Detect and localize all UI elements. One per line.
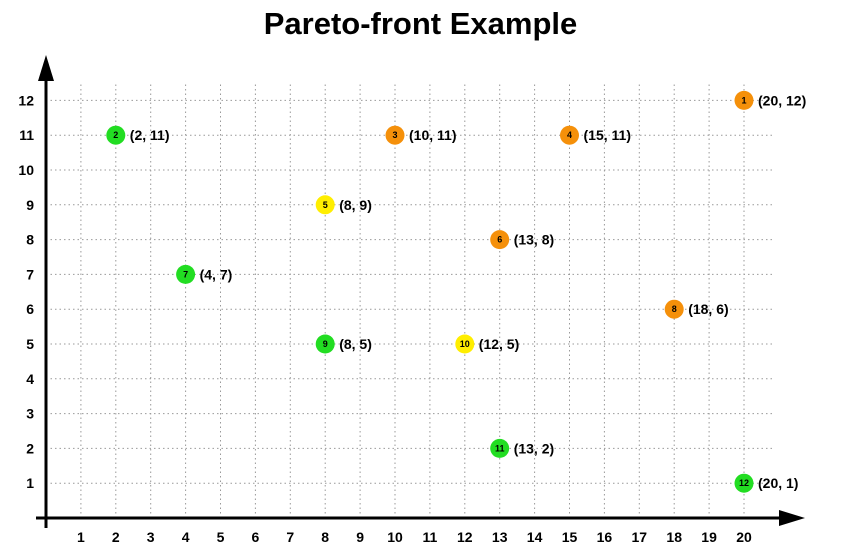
x-tick-label: 8 xyxy=(321,529,329,545)
data-points: 1 (20, 12) 2 (2, 11) 3 (10, 11) 4 (15, 11) 5 (8, … xyxy=(106,90,806,493)
point-marker xyxy=(490,438,510,458)
y-tick-label: 3 xyxy=(26,406,34,422)
x-tick-label: 11 xyxy=(422,529,437,545)
point-coordinate-label: (20, 1) xyxy=(758,475,798,491)
point-marker xyxy=(490,230,510,250)
point-marker xyxy=(315,334,335,354)
point-number: 2 xyxy=(113,130,118,140)
x-tick-label: 7 xyxy=(286,529,294,545)
point-marker xyxy=(734,90,754,110)
data-point: 4 (15, 11) xyxy=(560,125,631,145)
x-tick-label: 5 xyxy=(217,529,225,545)
data-point: 11 (13, 2) xyxy=(490,438,554,458)
x-tick-label: 1 xyxy=(77,529,85,545)
point-coordinate-label: (20, 12) xyxy=(758,92,806,108)
y-tick-label: 8 xyxy=(26,232,34,248)
y-tick-label: 5 xyxy=(26,336,34,352)
point-number: 3 xyxy=(392,130,397,140)
x-tick-label: 19 xyxy=(701,529,717,545)
chart-title: Pareto-front Example xyxy=(263,6,578,41)
point-coordinate-label: (12, 5) xyxy=(479,336,519,352)
data-point: 7 (4, 7) xyxy=(176,264,233,284)
point-marker xyxy=(106,125,126,145)
y-tick-label: 12 xyxy=(18,92,34,108)
x-tick-label: 3 xyxy=(147,529,155,545)
x-axis-arrow xyxy=(779,510,805,526)
x-tick-label: 6 xyxy=(252,529,260,545)
x-tick-label: 16 xyxy=(597,529,613,545)
data-point: 1 (20, 12) xyxy=(734,90,806,110)
y-tick-label: 2 xyxy=(26,440,34,456)
y-tick-label: 4 xyxy=(26,371,34,387)
grid-lines xyxy=(46,82,773,518)
x-tick-label: 12 xyxy=(457,529,473,545)
point-marker xyxy=(385,125,405,145)
point-number: 9 xyxy=(323,339,328,349)
data-point: 10 (12, 5) xyxy=(455,334,519,354)
point-marker xyxy=(560,125,579,145)
data-point: 9 (8, 5) xyxy=(315,334,372,354)
point-marker xyxy=(176,264,196,284)
x-tick-label: 15 xyxy=(562,529,578,545)
point-number: 10 xyxy=(460,339,470,349)
point-number: 8 xyxy=(672,304,677,314)
point-marker xyxy=(315,195,335,215)
x-tick-label: 9 xyxy=(356,529,364,545)
point-marker xyxy=(455,334,475,354)
point-coordinate-label: (15, 11) xyxy=(584,127,631,143)
point-coordinate-label: (8, 9) xyxy=(339,197,372,213)
y-tick-label: 9 xyxy=(26,197,34,213)
x-tick-label: 20 xyxy=(736,529,752,545)
point-marker xyxy=(664,299,684,319)
axes xyxy=(36,55,805,528)
x-tick-label: 14 xyxy=(527,529,543,545)
point-number: 1 xyxy=(741,95,746,105)
data-point: 6 (13, 8) xyxy=(490,230,554,250)
data-point: 5 (8, 9) xyxy=(315,195,372,215)
point-coordinate-label: (13, 8) xyxy=(514,232,554,248)
point-number: 7 xyxy=(183,269,188,279)
point-coordinate-label: (2, 11) xyxy=(130,127,170,143)
x-tick-label: 4 xyxy=(182,529,190,545)
data-point: 8 (18, 6) xyxy=(664,299,729,319)
point-number: 6 xyxy=(497,235,502,245)
point-coordinate-label: (10, 11) xyxy=(409,127,456,143)
x-tick-label: 2 xyxy=(112,529,120,545)
data-point: 2 (2, 11) xyxy=(106,125,170,145)
point-marker xyxy=(734,473,754,493)
x-tick-label: 17 xyxy=(632,529,648,545)
point-coordinate-label: (4, 7) xyxy=(200,266,233,282)
x-tick-label: 10 xyxy=(387,529,403,545)
point-coordinate-label: (18, 6) xyxy=(688,301,728,317)
y-tick-label: 6 xyxy=(26,301,34,317)
tick-labels: 1 2 3 4 5 6 7 8 9 10 11 12 13 14 15 16 17 18 19 20123456789… xyxy=(18,92,752,545)
x-tick-label: 13 xyxy=(492,529,508,545)
point-number: 12 xyxy=(739,478,749,488)
point-number: 4 xyxy=(567,130,572,140)
y-tick-label: 11 xyxy=(19,127,34,143)
y-tick-label: 1 xyxy=(26,475,34,491)
y-axis-arrow xyxy=(38,55,54,81)
data-point: 12 (20, 1) xyxy=(734,473,798,493)
y-tick-label: 7 xyxy=(26,266,34,282)
point-number: 11 xyxy=(495,443,505,453)
point-coordinate-label: (13, 2) xyxy=(514,440,554,456)
y-tick-label: 10 xyxy=(18,162,34,178)
x-tick-label: 18 xyxy=(666,529,682,545)
point-coordinate-label: (8, 5) xyxy=(339,336,372,352)
data-point: 3 (10, 11) xyxy=(385,125,456,145)
point-number: 5 xyxy=(323,200,328,210)
